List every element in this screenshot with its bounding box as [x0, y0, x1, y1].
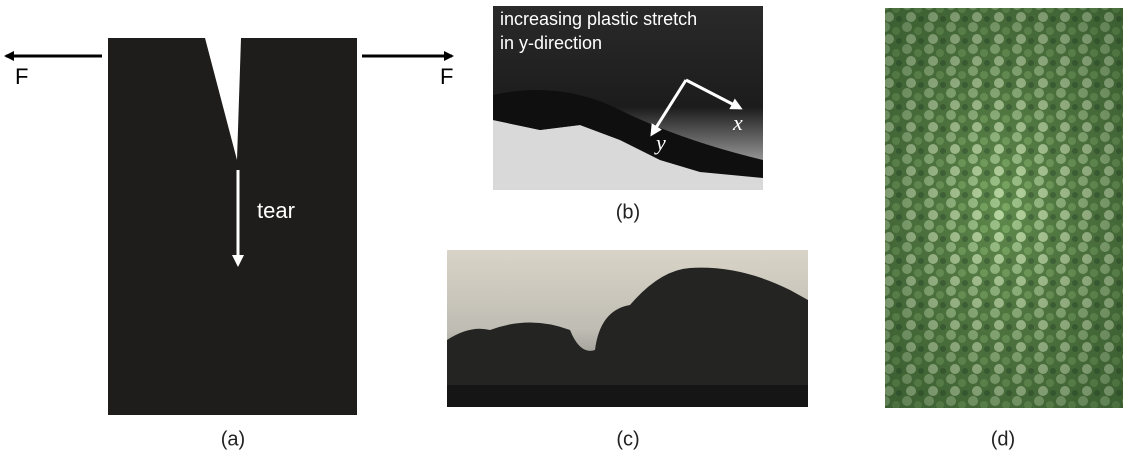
- panel-d: (d): [885, 8, 1123, 450]
- caption-line: increasing plastic stretch: [500, 9, 697, 29]
- panel-label: (d): [991, 428, 1015, 450]
- panel-label: (b): [616, 201, 640, 223]
- tear-label: tear: [257, 198, 295, 223]
- panel-c: (c): [447, 250, 808, 450]
- photo-shade: [885, 8, 1123, 408]
- panel-a: F F tear (a): [6, 38, 453, 450]
- force-label: F: [440, 64, 453, 89]
- panel-label: (c): [616, 428, 639, 450]
- force-label: F: [15, 64, 28, 89]
- figure: F F tear (a) increasing plastic stretch …: [0, 0, 1126, 455]
- panel-label: (a): [221, 428, 245, 450]
- panel-b: increasing plastic stretch in y-directio…: [493, 6, 763, 223]
- shadow: [447, 385, 808, 407]
- axis-label: x: [732, 110, 743, 135]
- axis-label: y: [654, 130, 666, 155]
- torn-sheet: [108, 38, 357, 415]
- caption-line: in y-direction: [500, 33, 602, 53]
